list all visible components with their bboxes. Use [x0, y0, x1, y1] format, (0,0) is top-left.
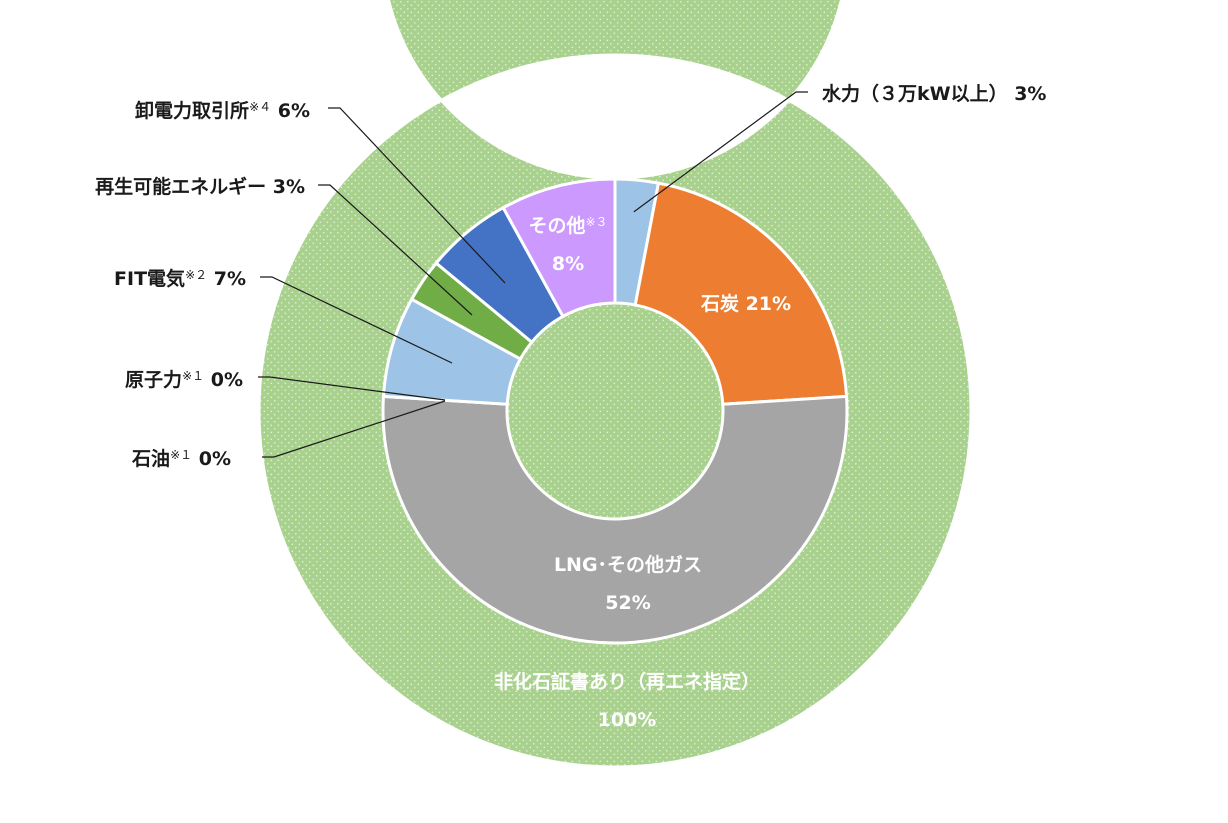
- label-nuclear: 原子力※１ 0%: [125, 368, 243, 391]
- label-other: その他※３: [528, 214, 607, 237]
- label-hydro: 水力（３万kW以上） 3%: [822, 82, 1046, 105]
- label-lng: LNG･その他ガス: [554, 553, 702, 576]
- outer-slice-value: 100%: [598, 709, 657, 731]
- leader-oil: [262, 400, 446, 458]
- inner-slice-coal: [633, 181, 849, 406]
- leader-renewable: [318, 184, 473, 316]
- leader-jepx: [328, 107, 506, 284]
- label-fit: FIT電気※２ 7%: [114, 267, 246, 290]
- inner-slice-lng: [381, 394, 849, 645]
- label-jepx: 卸電力取引所※４ 6%: [135, 99, 310, 122]
- label-oil: 石油※１ 0%: [131, 448, 231, 470]
- leader-fit: [260, 276, 453, 364]
- label-renewable: 再生可能エネルギー 3%: [95, 175, 305, 198]
- outer-slice-0: [257, 0, 973, 769]
- outer-slice-label: 非化石証書あり（再エネ指定）: [494, 670, 760, 693]
- leader-hydro: [633, 91, 808, 213]
- leader-nuclear: [258, 376, 446, 401]
- value-other: 8%: [552, 253, 584, 275]
- label-coal: 石炭 21%: [700, 293, 791, 315]
- value-lng: 52%: [605, 592, 650, 614]
- inner-slice-other: [501, 177, 617, 319]
